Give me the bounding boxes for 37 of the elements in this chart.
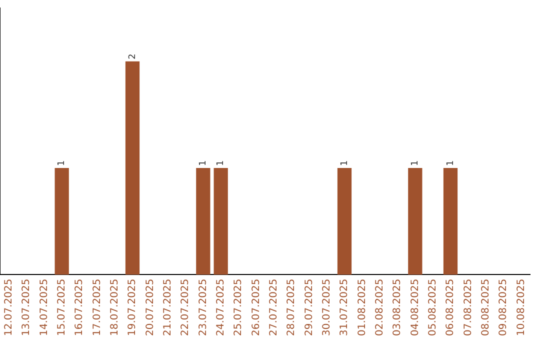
x-tick-label: 26.07.2025 xyxy=(250,278,262,336)
x-tick-label: 29.07.2025 xyxy=(304,278,315,336)
x-tick-label: 04.08.2025 xyxy=(410,278,421,336)
x-tick-label: 10.08.2025 xyxy=(516,278,527,336)
data-label: 1 xyxy=(340,160,350,166)
x-tick-label: 08.08.2025 xyxy=(480,278,492,336)
data-label: 1 xyxy=(198,160,209,166)
x-tick-label: 20.07.2025 xyxy=(144,278,156,336)
x-tick-label: 24.07.2025 xyxy=(215,278,226,336)
x-tick-label: 22.07.2025 xyxy=(180,278,192,336)
x-tick-label: 17.07.2025 xyxy=(92,278,103,336)
x-tick-label: 30.07.2025 xyxy=(321,278,332,336)
x-tick-label: 13.07.2025 xyxy=(21,278,32,336)
data-label: 1 xyxy=(57,160,68,166)
x-tick-label: 21.07.2025 xyxy=(162,278,174,336)
x-tick-label: 06.08.2025 xyxy=(445,278,456,336)
x-tick-label: 27.07.2025 xyxy=(268,278,280,336)
x-tick-label: 28.07.2025 xyxy=(286,278,298,336)
x-tick-label: 16.07.2025 xyxy=(74,278,86,336)
x-tick-label: 31.07.2025 xyxy=(339,278,350,336)
x-tick-label: 09.08.2025 xyxy=(498,278,510,336)
x-tick-label: 23.07.2025 xyxy=(198,278,209,336)
data-label: 1 xyxy=(410,160,421,166)
x-tick-label: 25.07.2025 xyxy=(233,278,244,336)
x-tick-label: 01.08.2025 xyxy=(356,278,368,336)
x-tick-label: 19.07.2025 xyxy=(127,278,138,336)
x-tick-label: 05.08.2025 xyxy=(427,278,438,336)
data-label: 2 xyxy=(128,54,138,60)
x-tick-label: 03.08.2025 xyxy=(392,278,404,336)
x-tick-label: 02.08.2025 xyxy=(374,278,386,336)
x-tick-label: 14.07.2025 xyxy=(38,278,50,336)
data-label: 1 xyxy=(216,160,226,166)
x-tick-label: 12.07.2025 xyxy=(3,278,14,336)
x-tick-label: 15.07.2025 xyxy=(56,278,68,336)
x-tick-label: 18.07.2025 xyxy=(109,278,120,336)
x-tick-label: 07.08.2025 xyxy=(462,278,474,336)
data-label: 1 xyxy=(446,160,456,166)
